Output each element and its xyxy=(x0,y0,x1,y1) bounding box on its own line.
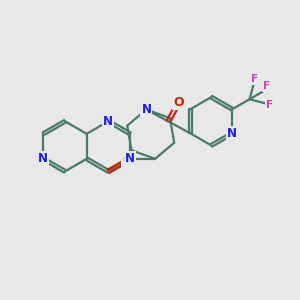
Text: N: N xyxy=(38,152,48,165)
Text: F: F xyxy=(263,81,270,91)
Text: O: O xyxy=(173,96,184,109)
Text: F: F xyxy=(266,100,273,110)
Text: N: N xyxy=(227,127,237,140)
Text: N: N xyxy=(125,152,135,165)
Text: F: F xyxy=(251,74,259,84)
Text: N: N xyxy=(141,103,152,116)
Text: N: N xyxy=(103,115,113,128)
Text: O: O xyxy=(122,154,133,167)
